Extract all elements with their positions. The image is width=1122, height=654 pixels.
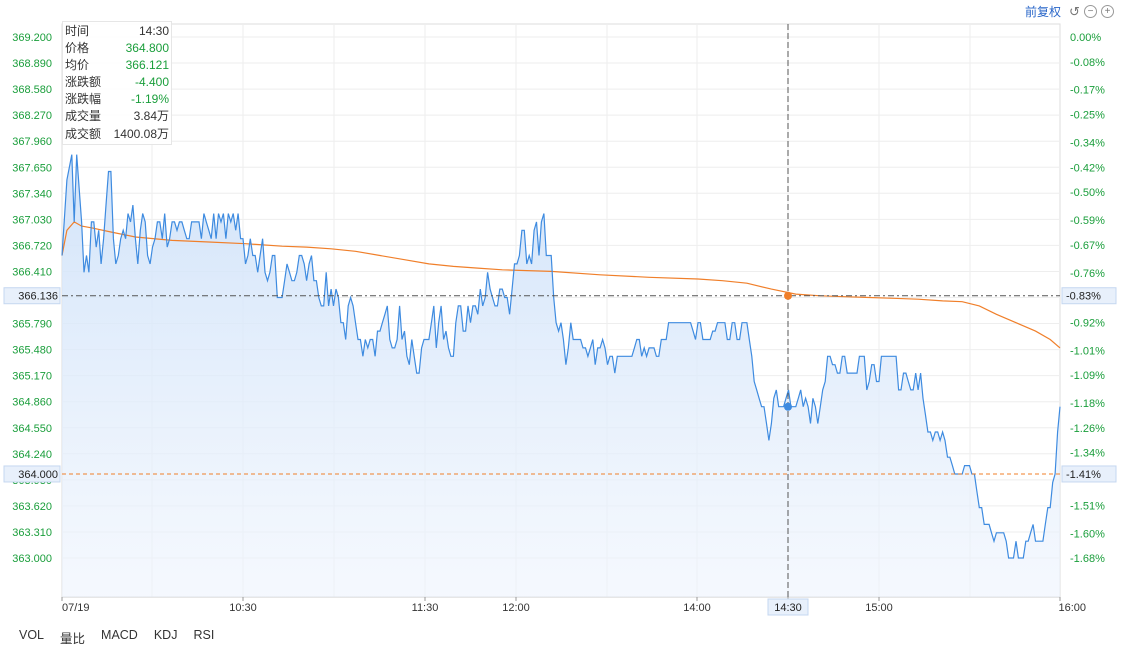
tooltip-label: 成交量 bbox=[65, 109, 102, 124]
right-tick-label: 0.00% bbox=[1070, 32, 1101, 44]
right-tick-label: -1.51% bbox=[1070, 500, 1105, 512]
left-tick-label: 365.170 bbox=[12, 371, 52, 383]
tab-vol[interactable]: VOL bbox=[19, 628, 45, 642]
left-tick-label: 369.200 bbox=[12, 32, 52, 44]
tooltip-value: -4.400 bbox=[134, 75, 169, 90]
left-tick-label: 368.890 bbox=[12, 58, 52, 70]
right-tick-label: -0.59% bbox=[1070, 215, 1105, 227]
price-area-fill bbox=[62, 154, 1060, 597]
cursor-time-label: 14:30 bbox=[774, 602, 802, 614]
tab-rsi[interactable]: RSI bbox=[193, 628, 215, 642]
tooltip-row-price: 价格 364.800 bbox=[63, 40, 171, 57]
left-tick-label: 367.960 bbox=[12, 136, 52, 148]
undo-icon[interactable]: ↺ bbox=[1069, 4, 1080, 19]
x-tick-label: 10:30 bbox=[229, 602, 257, 614]
tooltip-value: 364.800 bbox=[125, 41, 169, 56]
left-tick-label: 366.720 bbox=[12, 240, 52, 252]
tab-kdj[interactable]: KDJ bbox=[153, 628, 178, 642]
right-tick-label: -1.34% bbox=[1070, 448, 1105, 460]
tooltip-row-change: 涨跌额 -4.400 bbox=[63, 74, 171, 91]
tooltip-value: 14:30 bbox=[138, 24, 169, 38]
zoom-out-icon[interactable]: − bbox=[1084, 5, 1097, 18]
x-tick-label: 07/19 bbox=[62, 602, 90, 614]
reference-left-label: 364.000 bbox=[18, 469, 58, 481]
left-tick-label: 363.310 bbox=[12, 527, 52, 539]
right-tick-label: -1.26% bbox=[1070, 423, 1105, 435]
left-tick-label: 367.650 bbox=[12, 162, 52, 174]
tooltip-value: 366.121 bbox=[125, 58, 169, 73]
left-tick-label: 363.000 bbox=[12, 553, 52, 565]
cursor-time-label-bg bbox=[767, 598, 809, 616]
right-tick-label: -0.17% bbox=[1070, 85, 1105, 97]
tooltip-label: 时间 bbox=[65, 24, 90, 38]
x-tick-label: 12:00 bbox=[502, 602, 530, 614]
right-axis: 0.00% -0.08% -0.17% -0.25% -0.34% -0.42% -0.50… bbox=[1070, 32, 1105, 565]
cursor-left-label-bg bbox=[3, 287, 61, 305]
tooltip-label: 价格 bbox=[65, 41, 90, 56]
tooltip-value: -1.19% bbox=[130, 92, 169, 107]
x-tick-label: 15:00 bbox=[865, 602, 893, 614]
right-tick-label: -0.42% bbox=[1070, 162, 1105, 174]
price-cursor-dot bbox=[784, 402, 792, 411]
right-tick-label: -0.25% bbox=[1070, 110, 1105, 122]
zoom-in-icon[interactable]: + bbox=[1101, 5, 1114, 18]
tooltip-panel: 时间 14:30 价格 364.800 均价 366.121 涨跌额 -4.40… bbox=[62, 21, 172, 145]
left-tick-label: 367.340 bbox=[12, 188, 52, 200]
indicator-tabs: VOL 量比 MACD KDJ RSI bbox=[19, 628, 214, 647]
right-tick-label: -1.18% bbox=[1070, 398, 1105, 410]
reference-left-label-bg bbox=[3, 465, 61, 483]
x-axis: 07/19 10:30 11:30 12:00 14:00 15:00 16:00 bbox=[61, 597, 1086, 614]
left-tick-label: 364.240 bbox=[12, 449, 52, 461]
tooltip-row-time: 时间 14:30 bbox=[63, 23, 171, 40]
tab-macd[interactable]: MACD bbox=[101, 628, 138, 642]
avg-price-line bbox=[61, 221, 1061, 349]
left-tick-label: 364.860 bbox=[12, 397, 52, 409]
right-tick-label: -0.76% bbox=[1070, 268, 1105, 280]
left-tick-label: 366.410 bbox=[12, 266, 52, 278]
left-axis: 369.200 368.890 368.580 368.270 367.960 367.6… bbox=[12, 32, 52, 565]
right-tick-label: -1.01% bbox=[1070, 345, 1105, 357]
tab-volume-ratio[interactable]: 量比 bbox=[60, 632, 86, 646]
left-tick-label: 363.620 bbox=[12, 501, 52, 513]
price-line bbox=[61, 154, 1061, 559]
left-tick-label: 367.030 bbox=[12, 214, 52, 226]
right-tick-label: -1.09% bbox=[1070, 370, 1105, 382]
tooltip-row-avg: 均价 366.121 bbox=[63, 57, 171, 74]
left-tick-label: 368.580 bbox=[12, 84, 52, 96]
tooltip-label: 成交额 bbox=[65, 126, 102, 141]
reference-right-label-bg bbox=[1061, 465, 1117, 483]
left-tick-label: 365.480 bbox=[12, 345, 52, 357]
crosshair-layer: 366.136 -0.83% 364.000 -1.41% 14:30 bbox=[3, 24, 1117, 616]
tooltip-label: 涨跌额 bbox=[65, 75, 102, 90]
series-layer bbox=[61, 154, 1061, 597]
avg-cursor-dot bbox=[784, 291, 792, 300]
tooltip-row-change-pct: 涨跌幅 -1.19% bbox=[63, 91, 171, 108]
right-tick-label: -0.34% bbox=[1070, 137, 1105, 149]
tooltip-value: 1400.08万 bbox=[113, 126, 169, 141]
right-tick-label: -0.50% bbox=[1070, 187, 1105, 199]
tooltip-row-volume: 成交量 3.84万 bbox=[63, 108, 171, 125]
tooltip-label: 涨跌幅 bbox=[65, 92, 102, 107]
left-tick-label: 365.790 bbox=[12, 319, 52, 331]
left-tick-label: 368.270 bbox=[12, 110, 52, 122]
cursor-right-label: -0.83% bbox=[1066, 291, 1101, 303]
chart-toolbar: 前复权 ↺ − + bbox=[1025, 3, 1114, 20]
adjust-mode-button[interactable]: 前复权 bbox=[1024, 5, 1061, 19]
x-tick-label: 16:00 bbox=[1058, 602, 1086, 614]
cursor-left-label: 366.136 bbox=[18, 291, 58, 303]
left-tick-label: 364.550 bbox=[12, 423, 52, 435]
x-tick-label: 11:30 bbox=[412, 602, 439, 614]
tooltip-label: 均价 bbox=[65, 58, 90, 73]
cursor-right-label-bg bbox=[1061, 287, 1117, 305]
right-tick-label: -0.67% bbox=[1070, 240, 1105, 252]
reference-right-label: -1.41% bbox=[1066, 469, 1101, 481]
tooltip-row-amount: 成交额 1400.08万 bbox=[63, 126, 171, 143]
right-tick-label: -1.68% bbox=[1070, 553, 1105, 565]
right-tick-label: -0.92% bbox=[1070, 317, 1105, 329]
x-tick-label: 14:00 bbox=[683, 602, 711, 614]
tooltip-value: 3.84万 bbox=[133, 109, 169, 124]
right-tick-label: -1.60% bbox=[1070, 528, 1105, 540]
right-tick-label: -0.08% bbox=[1070, 57, 1105, 69]
